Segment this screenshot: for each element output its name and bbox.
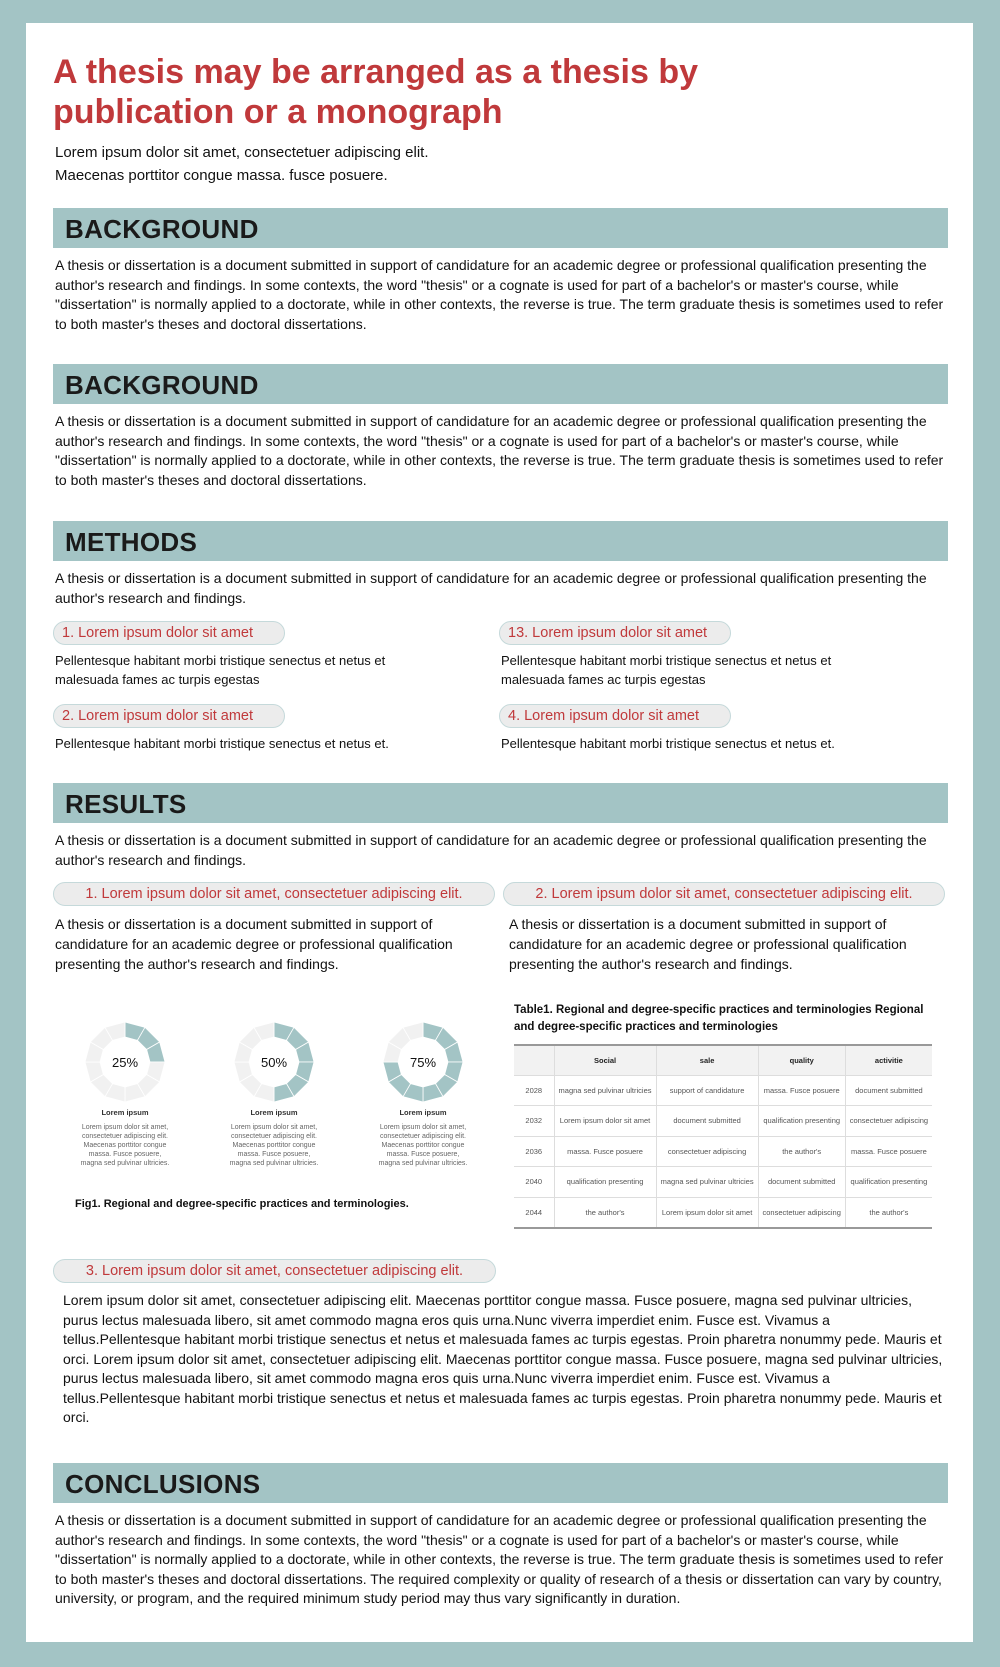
- method-item-text: Pellentesque habitant morbi tristique se…: [501, 736, 835, 751]
- method-item-text: Pellentesque habitant morbi tristique se…: [55, 653, 386, 687]
- methods-heading: METHODS: [53, 521, 948, 561]
- table-cell: the author's: [553, 1196, 657, 1228]
- donut-description: Lorem ipsum dolor sit amet, consectetuer…: [378, 1124, 468, 1167]
- table-cell: consectetuer adipiscing: [844, 1105, 932, 1136]
- donut-segment-empty: [104, 1021, 126, 1041]
- result-item-text: A thesis or dissertation is a document s…: [55, 916, 453, 972]
- table-row: 2032 Lorem ipsum dolor sit amet document s…: [514, 1105, 932, 1136]
- table-cell: support of candidature: [655, 1074, 759, 1106]
- table-cell: the author's: [757, 1135, 846, 1167]
- table-cell: 2036: [514, 1135, 554, 1167]
- poster-panel: [26, 23, 973, 1642]
- donut-chart: 25% Lorem ipsum Lorem ipsum dolor sit amet…: [55, 1020, 195, 1168]
- table-cell: qualification presenting: [553, 1166, 657, 1197]
- table-cell: magna sed pulvinar ultricies: [655, 1166, 759, 1197]
- result-item-label: 1. Lorem ipsum dolor sit amet, consectet…: [53, 882, 495, 906]
- table-row: 2028 magna sed pulvinar ultricies support …: [514, 1074, 932, 1106]
- donut-segment-empty: [402, 1021, 424, 1041]
- table-caption: Table1. Regional and degree-specific pra…: [514, 1004, 924, 1033]
- result-item-text: A thesis or dissertation is a document s…: [509, 916, 907, 972]
- conclusions-heading: CONCLUSIONS: [53, 1463, 948, 1503]
- table-cell: magna sed pulvinar ultricies: [553, 1074, 657, 1106]
- method-item-text: Pellentesque habitant morbi tristique se…: [55, 736, 389, 751]
- methods-text: A thesis or dissertation is a document s…: [55, 570, 927, 606]
- method-item-label: 13. Lorem ipsum dolor sit amet: [499, 621, 731, 645]
- table-header-cell: activitie: [844, 1045, 932, 1075]
- result-item-text: Lorem ipsum dolor sit amet, consectetuer…: [63, 1292, 943, 1425]
- results-text: A thesis or dissertation is a document s…: [55, 832, 927, 868]
- table-cell: massa. Fusce posuere: [553, 1135, 657, 1167]
- table-row: 2044 the author's Lorem ipsum dolor sit am…: [514, 1196, 932, 1228]
- table-cell: 2028: [514, 1074, 554, 1106]
- donut-segment-empty: [253, 1021, 275, 1041]
- table-cell: qualification presenting: [757, 1105, 846, 1136]
- table-row: 2036 massa. Fusce posuere consectetuer adi…: [514, 1135, 932, 1167]
- table-cell: massa. Fusce posuere: [844, 1135, 932, 1167]
- method-item-label: 2. Lorem ipsum dolor sit amet: [53, 704, 285, 728]
- poster-subtitle: Lorem ipsum dolor sit amet, consectetuer…: [55, 141, 429, 187]
- donut-description: Lorem ipsum dolor sit amet, consectetuer…: [229, 1124, 319, 1167]
- table-cell: 2040: [514, 1166, 554, 1197]
- donut-chart: 75% Lorem ipsum Lorem ipsum dolor sit amet…: [353, 1020, 493, 1168]
- table-cell: Lorem ipsum dolor sit amet: [553, 1105, 657, 1136]
- table-header-row: Social sale quality activitie: [514, 1045, 932, 1075]
- results-table: Social sale quality activitie 2028 magna sed …: [514, 1044, 932, 1229]
- conclusions-text: A thesis or dissertation is a document s…: [55, 1512, 944, 1606]
- donut-percent-label: 25%: [112, 1055, 138, 1070]
- results-heading: RESULTS: [53, 783, 948, 823]
- subtitle-line: Maecenas porttitor congue massa. fusce p…: [55, 167, 388, 184]
- table-cell: qualification presenting: [844, 1166, 932, 1197]
- table-header-cell: sale: [655, 1045, 759, 1075]
- donut-chart: 50% Lorem ipsum Lorem ipsum dolor sit amet…: [204, 1020, 344, 1168]
- table-cell: consectetuer adipiscing: [655, 1135, 759, 1167]
- table-header-cell: Social: [553, 1045, 657, 1075]
- table-cell: Lorem ipsum dolor sit amet: [655, 1196, 759, 1228]
- method-item-label: 4. Lorem ipsum dolor sit amet: [499, 704, 731, 728]
- subtitle-line: Lorem ipsum dolor sit amet, consectetuer…: [55, 144, 429, 161]
- table-cell: document submitted: [757, 1166, 846, 1197]
- donut-description: Lorem ipsum dolor sit amet, consectetuer…: [80, 1124, 170, 1167]
- donut-percent-label: 75%: [410, 1055, 436, 1070]
- table-cell: document submitted: [655, 1105, 759, 1136]
- table-header-cell: quality: [757, 1045, 846, 1075]
- result-item-label: 2. Lorem ipsum dolor sit amet, consectet…: [503, 882, 945, 906]
- poster-title: A thesis may be arranged as a thesis by …: [53, 53, 699, 131]
- method-item-label: 1. Lorem ipsum dolor sit amet: [53, 621, 285, 645]
- table-cell: consectetuer adipiscing: [757, 1196, 846, 1228]
- table-cell: document submitted: [844, 1074, 932, 1106]
- figure-caption: Fig1. Regional and degree-specific pract…: [75, 1198, 409, 1210]
- donut-title: Lorem ipsum: [101, 1108, 149, 1117]
- table-cell: massa. Fusce posuere: [757, 1074, 846, 1106]
- background-text: A thesis or dissertation is a document s…: [55, 257, 944, 332]
- table-cell: 2032: [514, 1105, 554, 1136]
- result-item-label: 3. Lorem ipsum dolor sit amet, consectet…: [53, 1259, 496, 1283]
- background-heading: BACKGROUND: [53, 208, 948, 248]
- table-row: 2040 qualification presenting magna sed pu…: [514, 1166, 932, 1197]
- table-header-cell: [514, 1045, 554, 1075]
- method-item-text: Pellentesque habitant morbi tristique se…: [501, 653, 832, 687]
- donut-title: Lorem ipsum: [250, 1108, 298, 1117]
- donut-title: Lorem ipsum: [399, 1108, 447, 1117]
- donut-percent-label: 50%: [261, 1055, 287, 1070]
- table-cell: the author's: [844, 1196, 932, 1228]
- table-cell: 2044: [514, 1196, 554, 1228]
- background-text-2: A thesis or dissertation is a document s…: [55, 413, 944, 488]
- background-heading-2: BACKGROUND: [53, 364, 948, 404]
